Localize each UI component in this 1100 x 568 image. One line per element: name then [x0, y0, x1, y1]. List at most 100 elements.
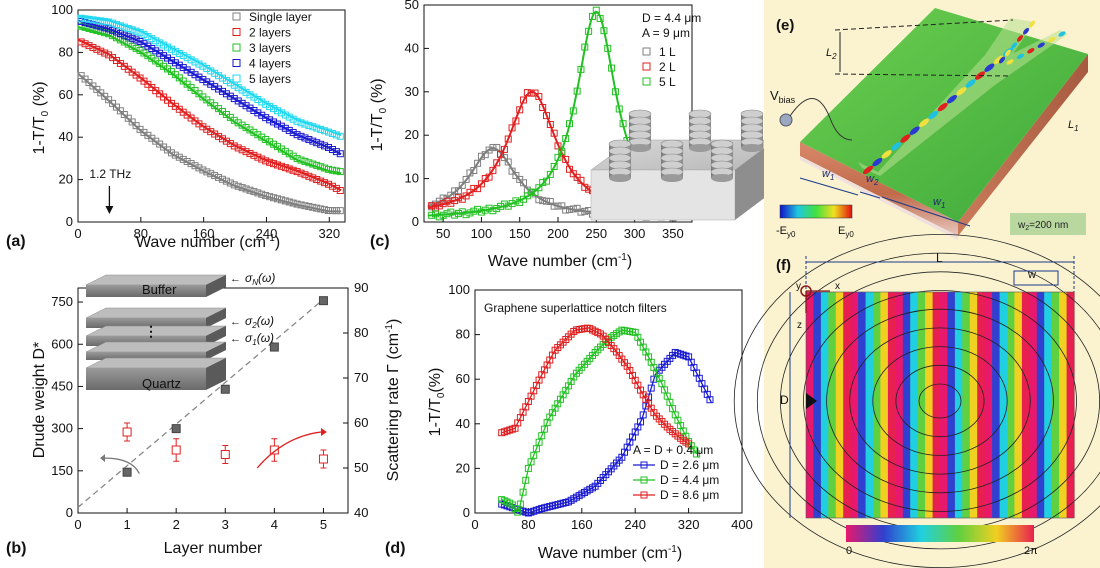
x-tick-label: 320 [318, 226, 340, 241]
data-point [175, 49, 183, 57]
drude-weight-point [220, 384, 230, 394]
data-point [179, 64, 187, 72]
field-stripe [984, 63, 995, 72]
data-point [199, 123, 207, 131]
data-point [289, 166, 297, 174]
data-point [305, 172, 313, 180]
x-tick-label: 250 [585, 226, 607, 241]
series-line-gray [77, 72, 342, 213]
data-point [171, 59, 179, 67]
data-point [297, 132, 305, 140]
data-point [336, 150, 344, 158]
data-point [230, 142, 238, 150]
x-tick-label: 0 [74, 226, 81, 241]
data-point [435, 202, 443, 210]
data-point [462, 175, 470, 183]
y-tick-label: 0 [412, 214, 419, 229]
y2-tick-label: 60 [354, 415, 368, 430]
y-tick-label: 40 [59, 129, 73, 144]
phase-band [865, 292, 874, 518]
field-stripe [881, 150, 892, 159]
x-tick-label: 5 [320, 517, 327, 532]
data-point [203, 65, 211, 73]
x-tick-label: 2 [173, 517, 180, 532]
data-point [325, 143, 333, 151]
data-point [332, 184, 340, 192]
data-point [332, 167, 340, 175]
data-point [238, 86, 246, 94]
data-point [546, 198, 554, 206]
data-point [470, 166, 478, 174]
wavefront-circle [826, 308, 1054, 494]
data-point [207, 80, 215, 88]
data-point [639, 411, 647, 419]
inset-buffer-label: Buffer [142, 282, 177, 297]
phase-band [917, 292, 926, 518]
data-point [485, 173, 493, 181]
data-point [539, 103, 547, 111]
phase-band [992, 292, 1001, 518]
data-point [321, 179, 329, 187]
field-stripe [1006, 59, 1014, 65]
data-point [527, 458, 535, 466]
data-point [273, 107, 281, 115]
data-point [116, 22, 124, 30]
data-point [470, 184, 478, 192]
data-point [167, 149, 175, 157]
data-point [336, 168, 344, 176]
sigma-1-layer-side [206, 326, 226, 346]
data-point [451, 187, 459, 195]
phase-band [887, 292, 896, 518]
layer-plate [86, 352, 206, 360]
l2-guide-top [834, 19, 1014, 31]
y-tick-label: 20 [405, 127, 419, 142]
layer-plate-side [206, 342, 226, 360]
data-point [128, 42, 136, 50]
data-point [554, 153, 562, 161]
data-point [222, 137, 230, 145]
data-point [254, 96, 262, 104]
legend-label: Single layer [249, 10, 312, 24]
data-point [309, 137, 317, 145]
data-point [97, 17, 105, 25]
data-point [97, 47, 105, 55]
x-tick-label: 240 [256, 226, 278, 241]
data-point [250, 128, 258, 136]
data-point [266, 193, 274, 201]
x-tick-label: 3 [222, 517, 229, 532]
data-point [604, 44, 612, 52]
data-point [128, 26, 136, 34]
phase-map-bands [806, 292, 1075, 518]
legend-label: D = 2.6 μm [660, 458, 719, 472]
phase-band [969, 292, 978, 518]
data-point [230, 181, 238, 189]
phase-colorbar-max: 2π [1024, 545, 1038, 557]
data-point [706, 396, 714, 404]
data-point [167, 56, 175, 64]
data-point [328, 129, 336, 137]
data-point [531, 188, 539, 196]
data-point [647, 384, 655, 392]
data-point [328, 207, 336, 215]
y-tick-label: 60 [456, 371, 470, 386]
data-point [577, 176, 585, 184]
data-point [481, 206, 489, 214]
wavefront-circle [918, 383, 962, 419]
field-stripe [872, 157, 883, 167]
data-point [175, 61, 183, 69]
data-point [466, 209, 474, 217]
data-point [250, 151, 258, 159]
panel-f-phase-map: (f) L w y x z D 0 2π [733, 234, 1100, 568]
data-point [226, 79, 234, 87]
w2-arrow [859, 191, 881, 199]
data-point [466, 188, 474, 196]
data-point [305, 136, 313, 144]
data-point [164, 54, 172, 62]
data-point [520, 96, 528, 104]
data-point [293, 200, 301, 208]
data-point [474, 159, 482, 167]
data-point [514, 508, 522, 516]
w-label: w [1027, 269, 1036, 281]
legend-marker-blue [232, 59, 241, 67]
data-point [328, 182, 336, 190]
